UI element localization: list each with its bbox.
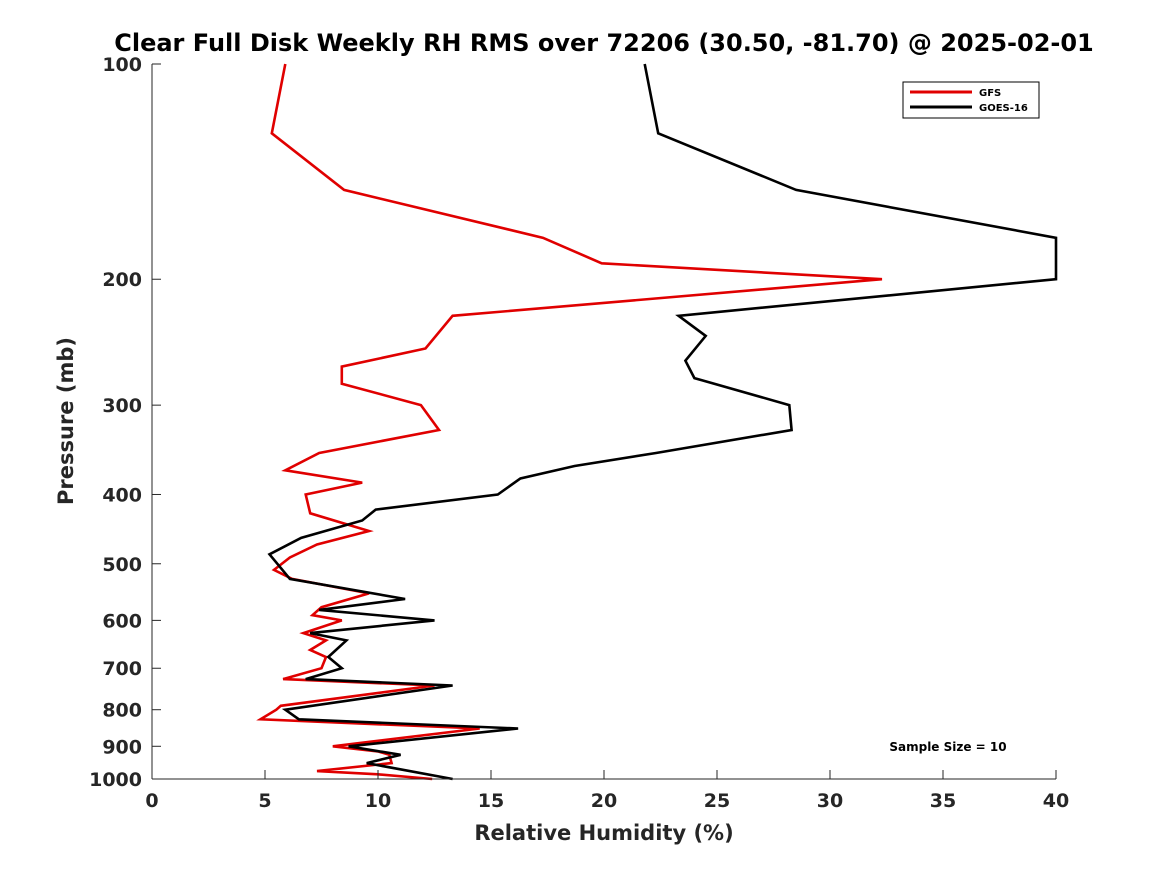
y-tick-label: 300	[102, 395, 142, 417]
x-tick-label: 0	[145, 790, 158, 812]
y-tick-label: 600	[102, 610, 142, 632]
y-tick-label: 200	[102, 269, 142, 291]
y-tick-label: 400	[102, 484, 142, 506]
x-tick-label: 10	[365, 790, 391, 812]
chart-title: Clear Full Disk Weekly RH RMS over 72206…	[114, 29, 1094, 57]
x-axis-label: Relative Humidity (%)	[474, 821, 733, 845]
y-tick-label: 1000	[89, 769, 142, 791]
sample-size-annotation: Sample Size = 10	[889, 740, 1006, 754]
legend-label-gfs: GFS	[979, 88, 1001, 99]
series-line-goes-16	[267, 63, 1058, 781]
y-tick-label: 800	[102, 700, 142, 722]
x-tick-label: 15	[478, 790, 504, 812]
x-tick-label: 40	[1043, 790, 1069, 812]
x-tick-label: 20	[591, 790, 617, 812]
x-tick-label: 30	[817, 790, 843, 812]
y-tick-label: 500	[102, 554, 142, 576]
y-tick-label: 100	[102, 54, 142, 76]
legend: GFS GOES-16	[902, 81, 1040, 119]
axes-layer: 0 5 10 15 20 25 30 35 40 100 200 300 400 500 600 700 800…	[89, 54, 1069, 812]
y-axis-label: Pressure (mb)	[54, 337, 78, 505]
x-tick-label: 25	[704, 790, 730, 812]
series-layer	[256, 63, 1058, 781]
y-tick-label: 900	[102, 736, 142, 758]
x-tick-label: 35	[930, 790, 956, 812]
series-line-gfs	[256, 63, 883, 781]
legend-label-goes-16: GOES-16	[979, 103, 1028, 114]
y-tick-label: 700	[102, 658, 142, 680]
x-tick-label: 5	[258, 790, 271, 812]
